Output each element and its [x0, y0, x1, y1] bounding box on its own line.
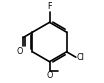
Text: O: O [46, 71, 53, 80]
Text: Cl: Cl [76, 53, 84, 62]
Text: O: O [16, 46, 22, 56]
Text: F: F [47, 2, 52, 11]
